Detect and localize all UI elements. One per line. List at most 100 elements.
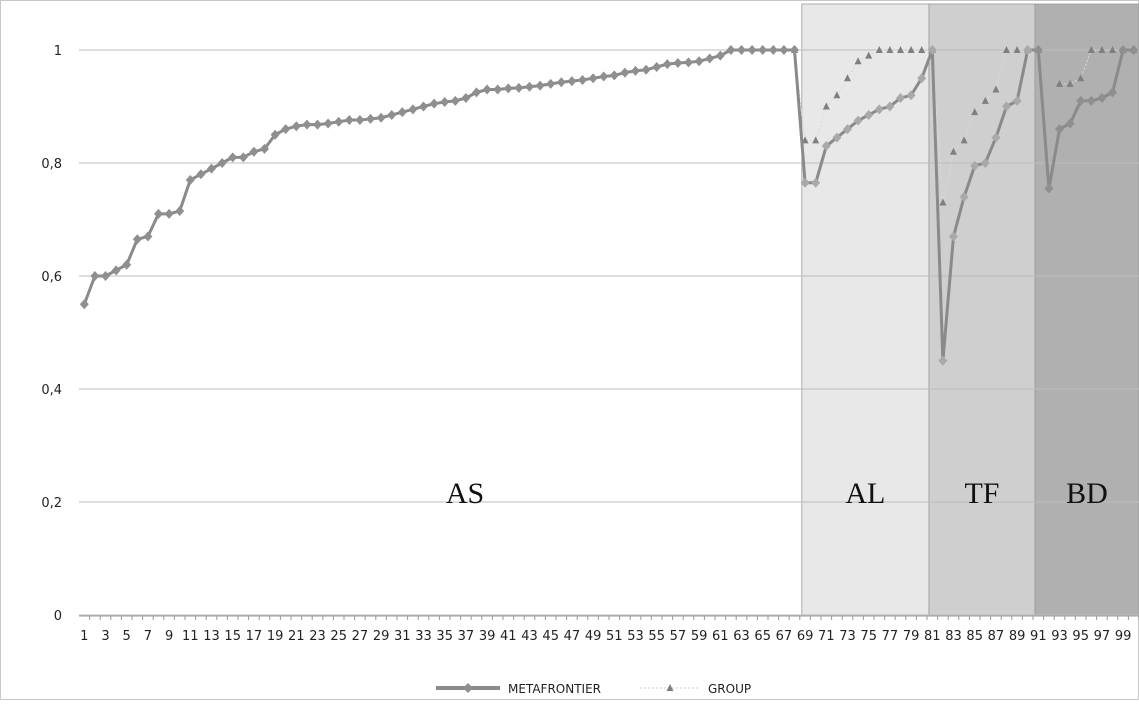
metafrontier-point: [164, 208, 174, 219]
group-point: [875, 46, 883, 53]
metafrontier-point: [260, 143, 269, 154]
metafrontier-point: [249, 146, 259, 157]
metafrontier-point: [238, 152, 248, 163]
x-tick-label: 15: [224, 629, 241, 644]
group-point: [1003, 46, 1010, 53]
x-tick-label: 31: [394, 629, 411, 644]
group-point: [981, 96, 989, 104]
metafrontier-point: [334, 116, 344, 127]
x-tick-label: 33: [415, 629, 432, 644]
x-tick-label: 95: [1072, 629, 1089, 644]
metafrontier-point: [525, 81, 534, 92]
x-tick-label: 53: [627, 629, 644, 644]
metafrontier-point: [758, 45, 768, 55]
metafrontier-point: [1086, 95, 1096, 106]
metafrontier-point: [207, 163, 216, 174]
metafrontier-point: [143, 231, 153, 242]
metafrontier-point: [715, 50, 725, 61]
region-shading: [801, 3, 1139, 616]
metafrontier-point: [175, 206, 185, 217]
metafrontier-point: [737, 45, 746, 55]
group-point: [992, 85, 1000, 93]
metafrontier-point: [472, 87, 481, 98]
group-point: [822, 102, 830, 110]
x-tick-label: 91: [1030, 629, 1047, 644]
x-tick-label: 81: [924, 629, 941, 644]
group-point: [1087, 46, 1095, 53]
x-tick-label: 9: [165, 629, 173, 644]
x-tick-label: 35: [436, 629, 453, 644]
group-point: [854, 57, 862, 65]
metafrontier-point: [1055, 124, 1064, 135]
y-axis: 0 0,2 0,4 0,6 0,8 1: [41, 44, 62, 624]
group-point: [1077, 74, 1085, 82]
region-bd: [1034, 3, 1139, 616]
metafrontier-point: [344, 115, 354, 126]
x-tick-label: 67: [776, 629, 793, 644]
y-tick-label: 0,2: [41, 496, 62, 511]
metafrontier-point: [154, 208, 163, 219]
y-tick-label: 1: [54, 44, 62, 59]
metafrontier-point: [228, 152, 238, 163]
legend-group-marker: [666, 684, 674, 691]
x-tick-label: 59: [691, 629, 708, 644]
metafrontier-point: [493, 84, 503, 95]
metafrontier-point: [270, 129, 280, 140]
x-tick-label: 97: [1094, 629, 1111, 644]
metafrontier-point: [376, 112, 386, 123]
metafrontier-point: [461, 93, 471, 104]
metafrontier-point: [832, 132, 842, 143]
metafrontier-point: [885, 101, 895, 112]
x-tick-label: 89: [1009, 629, 1026, 644]
region-al: [801, 3, 930, 616]
region-label-al: AL: [845, 477, 885, 510]
metafrontier-point: [79, 299, 89, 310]
group-point: [960, 136, 968, 144]
metafrontier-point: [450, 95, 460, 106]
metafrontier-point: [514, 82, 524, 93]
x-tick-label: 79: [903, 629, 920, 644]
group-point: [971, 108, 979, 116]
group-point: [801, 136, 809, 144]
region-label-bd: BD: [1066, 477, 1108, 510]
metafrontier-point: [843, 124, 852, 135]
metafrontier-point: [779, 45, 789, 55]
metafrontier-point: [419, 101, 428, 112]
metafrontier-point: [567, 76, 577, 87]
x-tick-label: 13: [203, 629, 220, 644]
metafrontier-point: [1033, 45, 1043, 55]
metafrontier-point: [387, 109, 397, 120]
metafrontier-point: [906, 90, 916, 101]
metafrontier-point: [599, 71, 609, 82]
metafrontier-point: [821, 141, 831, 152]
x-tick-label: 71: [818, 629, 835, 644]
group-point: [1056, 79, 1063, 87]
metafrontier-point: [281, 124, 291, 135]
series-lines: [79, 45, 1139, 366]
metafrontier-point: [991, 132, 1001, 143]
group-point: [865, 51, 873, 59]
x-tick-label: 65: [754, 629, 771, 644]
group-point: [950, 147, 957, 155]
metafrontier-line: [82, 48, 1134, 363]
x-axis: 1 3 5 7 9 11 13 15 17 19 21 23 25 27 29 31 33 35 37 39 41 43 4…: [79, 615, 1139, 644]
group-point: [812, 136, 820, 144]
metafrontier-point: [811, 177, 821, 188]
metafrontier-point: [302, 119, 312, 130]
y-tick-label: 0: [54, 609, 62, 624]
y-tick-label: 0,6: [41, 270, 62, 285]
x-tick-label: 77: [882, 629, 899, 644]
x-tick-label: 83: [945, 629, 962, 644]
group-point: [1098, 46, 1106, 53]
metafrontier-point: [1065, 118, 1075, 129]
metafrontier-point: [1118, 45, 1128, 55]
metafrontier-point: [959, 191, 969, 202]
metafrontier-point: [535, 80, 545, 91]
metafrontier-point: [726, 45, 736, 55]
metafrontier-point: [747, 45, 757, 55]
metafrontier-point: [768, 45, 778, 55]
metafrontier-point: [546, 78, 556, 89]
x-tick-label: 87: [988, 629, 1005, 644]
